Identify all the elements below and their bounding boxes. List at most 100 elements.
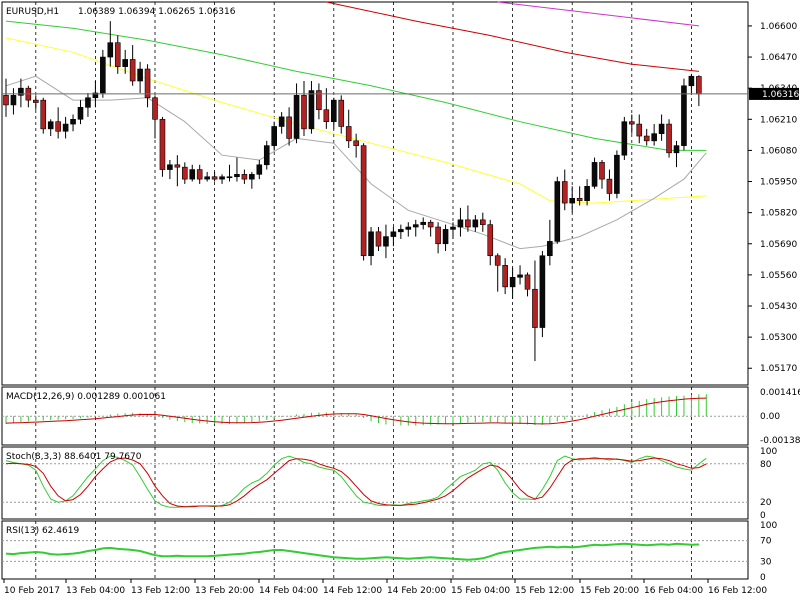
candle-body xyxy=(383,236,389,247)
candle-body xyxy=(681,85,687,146)
price-tick-label: 1.05170 xyxy=(760,364,797,374)
candle-body xyxy=(167,164,173,170)
candle-body xyxy=(18,87,24,96)
candle-body xyxy=(129,59,136,82)
stoch-tick-label: 80 xyxy=(760,460,772,470)
price-pane-frame xyxy=(1,1,749,386)
candle-body xyxy=(107,42,114,58)
candle-body xyxy=(271,126,278,146)
candle-body xyxy=(666,123,672,154)
candle-body xyxy=(442,229,449,245)
candle-body xyxy=(316,90,322,111)
candle-body xyxy=(241,174,248,180)
candle-body xyxy=(122,59,128,67)
macd-pane: MACD(12,26,9) 0.001289 0.001061 xyxy=(1,386,749,446)
candle-body xyxy=(405,226,412,230)
candle-body xyxy=(159,118,166,170)
candle-body xyxy=(353,140,359,146)
candle-body xyxy=(412,224,419,228)
candle-body xyxy=(569,197,576,204)
candle-body xyxy=(584,186,590,201)
candle-body xyxy=(100,56,106,94)
candle-body xyxy=(658,123,665,134)
candle-body xyxy=(85,97,91,108)
moving-averages xyxy=(5,1,707,250)
stoch-tick-label: 20 xyxy=(760,498,772,508)
candle-body xyxy=(450,226,456,230)
rsi-tick-label: 70 xyxy=(760,537,772,547)
time-tick-label: 10 Feb 2017 xyxy=(4,586,60,596)
price-tick-label: 1.06470 xyxy=(760,53,797,63)
time-tick-label: 14 Feb 20:00 xyxy=(387,586,446,596)
time-tick-label: 13 Feb 20:00 xyxy=(195,586,254,596)
price-tick-label: 1.06210 xyxy=(760,115,797,125)
candle-body xyxy=(152,97,158,120)
stoch-axis: 100 80 20 0 xyxy=(760,447,777,521)
time-tick-label: 15 Feb 04:00 xyxy=(451,586,510,596)
moving-average-line xyxy=(5,20,707,151)
price-tick-label: 1.05560 xyxy=(760,271,797,281)
candle-body xyxy=(673,145,680,154)
candle-body xyxy=(502,265,508,288)
moving-average-line xyxy=(326,1,699,72)
candle-body xyxy=(10,95,17,106)
price-tick-label: 1.05820 xyxy=(760,209,797,219)
candle-body xyxy=(398,229,404,233)
macd-axis: 0.001416 0.00 -0.001388 xyxy=(760,388,800,446)
candle-body xyxy=(308,90,315,130)
symbol-label: EURUSD,H1 xyxy=(6,7,59,17)
macd-label: MACD(12,26,9) 0.001289 0.001061 xyxy=(6,392,166,402)
candle-body xyxy=(77,107,84,120)
time-axis: 10 Feb 2017 13 Feb 04:00 13 Feb 12:00 13 Fe… xyxy=(3,579,767,596)
candle-body xyxy=(40,99,47,130)
candle-body xyxy=(628,121,635,125)
candle-body xyxy=(479,219,486,225)
candle-body xyxy=(204,176,210,180)
price-tick-label: 1.05430 xyxy=(760,302,797,312)
rsi-tick-label: 100 xyxy=(760,521,777,531)
candle-body xyxy=(561,181,568,204)
candle-body xyxy=(524,274,531,290)
candle-body xyxy=(554,181,561,242)
candle-body xyxy=(323,109,330,122)
vertical-gridlines xyxy=(35,2,692,385)
rsi-tick-label: 0 xyxy=(760,573,766,583)
macd-tick-label: 0.001416 xyxy=(760,388,800,398)
stoch-tick-label: 100 xyxy=(760,447,777,457)
candle-body xyxy=(226,176,233,179)
candle-body xyxy=(472,219,479,228)
candle-body xyxy=(517,274,523,278)
candle-body xyxy=(599,162,605,180)
candle-body xyxy=(368,231,374,257)
candle-body xyxy=(420,221,427,225)
candle-body xyxy=(591,162,598,187)
candle-body xyxy=(32,99,39,103)
price-tick-label: 1.06080 xyxy=(760,146,797,156)
candle-body xyxy=(196,169,203,180)
candle-body xyxy=(457,219,464,228)
candle-body xyxy=(427,221,434,228)
macd-vertical-gridlines xyxy=(35,387,692,445)
time-tick-label: 15 Feb 12:00 xyxy=(515,586,574,596)
candle-body xyxy=(182,166,188,180)
macd-tick-label: 0.00 xyxy=(760,412,780,422)
candle-body xyxy=(494,255,501,266)
rsi-line xyxy=(5,542,699,561)
candle-body xyxy=(360,145,367,257)
candle-body xyxy=(256,164,263,175)
candle-body xyxy=(651,133,657,142)
candle-body xyxy=(92,92,99,99)
candlesticks xyxy=(3,21,702,362)
candle-body xyxy=(114,42,121,67)
candle-body xyxy=(189,169,196,180)
price-tick-label: 1.05300 xyxy=(760,333,797,343)
candle-body xyxy=(606,178,613,194)
candle-body xyxy=(263,145,270,166)
rsi-pane-frame xyxy=(1,520,749,580)
candle-body xyxy=(137,68,143,82)
price-tick-label: 1.06600 xyxy=(760,22,797,32)
candle-body xyxy=(293,95,300,139)
stoch-tick-label: 0 xyxy=(760,511,766,521)
candle-body xyxy=(688,75,695,87)
rsi-label: RSI(13) 62.4619 xyxy=(6,526,79,536)
